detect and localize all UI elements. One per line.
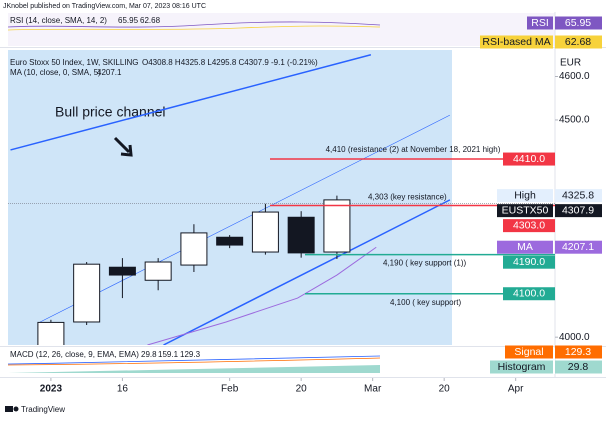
x-tick-label: 20 bbox=[439, 384, 451, 395]
indicator-value: 129.3 bbox=[565, 346, 591, 358]
arrow bbox=[113, 136, 133, 157]
candle bbox=[37, 319, 65, 345]
indicator-name: RSI-based MA bbox=[482, 36, 550, 48]
level-price-box bbox=[503, 255, 555, 269]
level-label: 4,410 (resistance (2) at November 18, 20… bbox=[326, 145, 501, 154]
ma-legend: MA (10, close, 0, SMA, 5) bbox=[10, 68, 101, 77]
indicator-value: 29.8 bbox=[568, 361, 589, 373]
y-tick-label: 4500.0 bbox=[559, 115, 590, 126]
candle-body bbox=[73, 263, 101, 323]
value-box bbox=[555, 240, 602, 254]
level-price-box bbox=[503, 219, 555, 233]
annotation: Bull price channel bbox=[55, 104, 166, 120]
candle-body bbox=[180, 232, 208, 266]
candle-body bbox=[144, 261, 172, 281]
macd-value: 159.1 bbox=[158, 350, 179, 359]
candle-body bbox=[216, 236, 244, 246]
ohlc: O4308.8 H4325.8 L4295.8 C4307.9 -9.1 (-0… bbox=[142, 58, 318, 67]
candle bbox=[287, 211, 315, 258]
indicator-value-box bbox=[555, 35, 602, 49]
x-tick-label: Feb bbox=[221, 384, 239, 395]
x-tick-label: Mar bbox=[364, 384, 382, 395]
indicator-name-box bbox=[527, 16, 553, 30]
signal-line bbox=[7, 357, 381, 366]
indicator-name-box bbox=[490, 360, 553, 374]
indicator-name: Signal bbox=[514, 346, 543, 358]
macd-line bbox=[7, 355, 381, 365]
indicator-value: 65.95 bbox=[565, 17, 591, 29]
channel-upper bbox=[10, 54, 372, 151]
x-tick-label: 20 bbox=[296, 384, 308, 395]
candle-body bbox=[108, 266, 136, 276]
ma-legend-value: 4207.1 bbox=[97, 68, 122, 77]
value-box bbox=[555, 204, 602, 218]
y-tick-label: 4000.0 bbox=[559, 332, 590, 343]
candle bbox=[73, 262, 101, 326]
indicator-value-box bbox=[555, 345, 602, 359]
ma-line bbox=[147, 246, 377, 345]
indicator-value-box bbox=[555, 360, 602, 374]
candle bbox=[323, 195, 351, 259]
macd-histogram-value: 29.8 bbox=[141, 350, 157, 359]
rsi-legend-value: 65.95 bbox=[118, 16, 139, 25]
rsi-legend-ma: 62.68 bbox=[140, 16, 161, 25]
level-label: 4,303 (key resistance) bbox=[368, 193, 447, 202]
name-label: High bbox=[514, 189, 536, 201]
indicator-name-box bbox=[480, 35, 553, 49]
y-tick-label: 4600.0 bbox=[559, 71, 590, 82]
brand: TradingView bbox=[21, 405, 65, 414]
candle-body bbox=[323, 199, 351, 253]
indicator-value-box bbox=[555, 16, 602, 30]
candle bbox=[108, 258, 136, 299]
rsi-legend: RSI (14, close, SMA, 14, 2) bbox=[10, 16, 107, 25]
value-label: 4325.8 bbox=[562, 189, 594, 201]
name-box bbox=[497, 204, 553, 218]
level-price-label: 4410.0 bbox=[513, 153, 545, 165]
logo bbox=[5, 406, 19, 412]
level-price-box bbox=[503, 287, 555, 301]
value-box bbox=[555, 189, 602, 203]
level-label: 4,190 ( key support (1)) bbox=[383, 259, 466, 268]
candle-body bbox=[37, 321, 65, 345]
indicator-name: RSI bbox=[531, 17, 549, 29]
name-label: MA bbox=[517, 241, 533, 253]
level-price-label: 4303.0 bbox=[513, 219, 545, 231]
main-title: Euro Stoxx 50 Index, 1W, SKILLING bbox=[10, 58, 139, 67]
publisher: JKnobel published on TradingView.com, Ma… bbox=[3, 3, 206, 10]
level-price-box bbox=[503, 152, 555, 166]
value-label: 4207.1 bbox=[562, 241, 594, 253]
level-label: 4,100 ( key support) bbox=[390, 298, 461, 307]
name-box bbox=[497, 189, 553, 203]
candle bbox=[251, 203, 279, 255]
indicator-name-box bbox=[505, 345, 553, 359]
rsi-ma-line bbox=[7, 25, 381, 31]
x-tick-label: 16 bbox=[117, 384, 129, 395]
x-tick-label: 2023 bbox=[40, 384, 63, 395]
candle bbox=[144, 258, 172, 291]
name-box bbox=[497, 240, 553, 254]
macd-histogram bbox=[8, 365, 380, 373]
channel-lower bbox=[163, 199, 451, 345]
level-price-label: 4190.0 bbox=[513, 256, 545, 268]
macd-legend: MACD (12, 26, close, 9, EMA, EMA) bbox=[10, 350, 139, 359]
candle-body bbox=[287, 216, 315, 254]
value-label: 4307.9 bbox=[562, 204, 594, 216]
indicator-value: 62.68 bbox=[565, 36, 591, 48]
plot-area bbox=[8, 54, 555, 345]
currency: EUR bbox=[560, 58, 581, 69]
candle bbox=[180, 224, 208, 273]
candle-body bbox=[251, 211, 279, 253]
channel-middle bbox=[40, 114, 451, 323]
level-price-label: 4100.0 bbox=[513, 288, 545, 300]
indicator-name: Histogram bbox=[498, 361, 546, 373]
signal-value: 129.3 bbox=[180, 350, 201, 359]
candle bbox=[216, 235, 244, 249]
rsi-line bbox=[7, 21, 381, 28]
name-label: EUSTX50 bbox=[502, 204, 549, 216]
x-tick-label: Apr bbox=[508, 384, 524, 395]
